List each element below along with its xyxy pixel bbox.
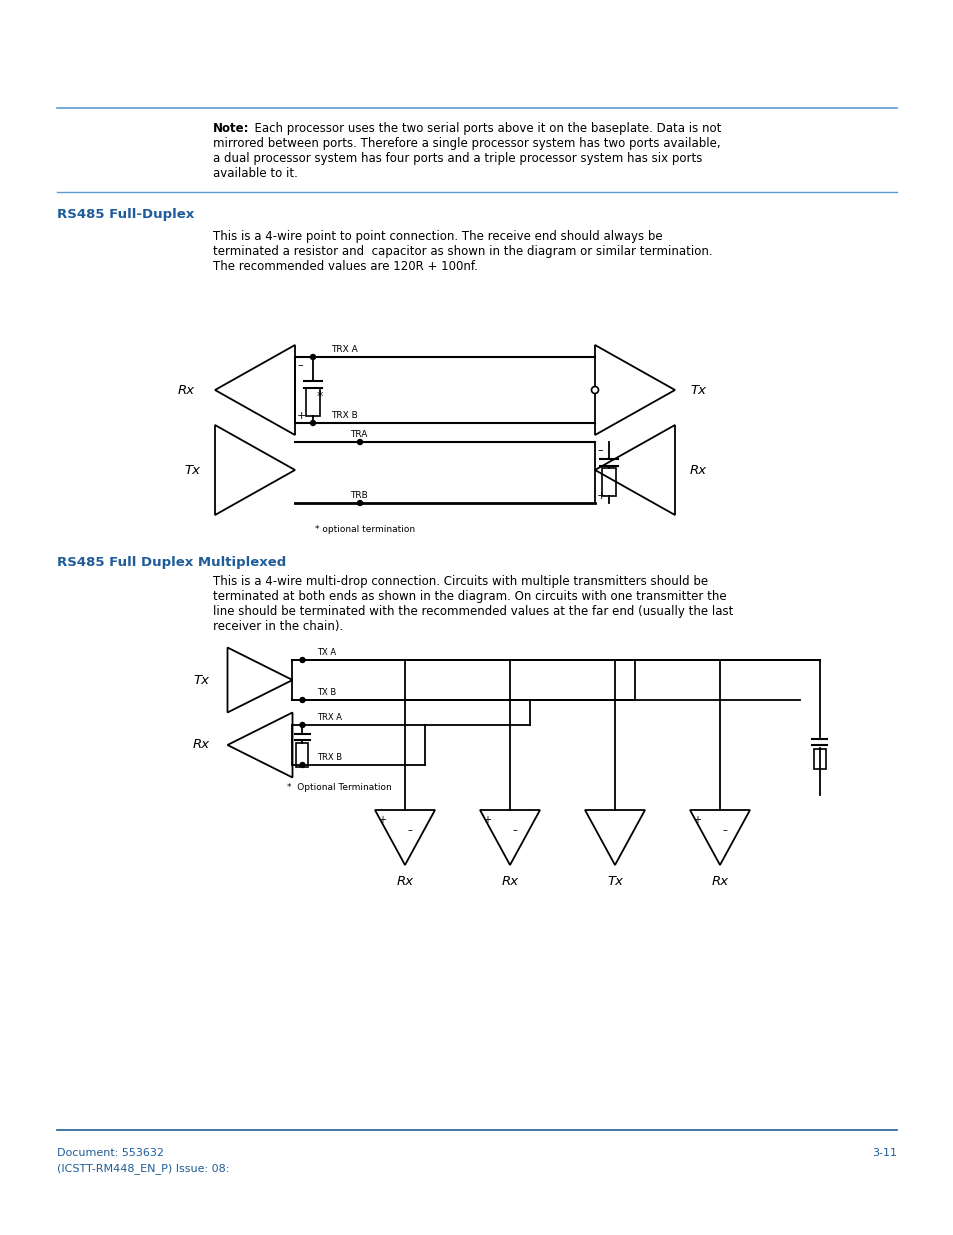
Text: This is a 4-wire multi-drop connection. Circuits with multiple transmitters shou: This is a 4-wire multi-drop connection. … [213,576,707,588]
Text: available to it.: available to it. [213,167,297,180]
Circle shape [299,698,305,703]
Text: Rx: Rx [711,876,728,888]
Text: –: – [597,445,602,454]
Text: Tx: Tx [689,384,705,396]
Text: TX A: TX A [317,648,336,657]
Text: Rx: Rx [689,463,706,477]
Circle shape [357,440,362,445]
Circle shape [299,762,305,767]
Circle shape [299,722,305,727]
Text: +: + [377,815,386,825]
Text: 3-11: 3-11 [871,1149,896,1158]
Text: mirrored between ports. Therefore a single processor system has two ports availa: mirrored between ports. Therefore a sing… [213,137,720,149]
Bar [813,748,825,769]
Text: Rx: Rx [396,876,414,888]
Text: Tx: Tx [193,673,210,687]
Text: Note:: Note: [213,122,250,135]
Text: TRB: TRB [350,492,367,500]
Text: TRA: TRA [350,430,367,438]
Text: receiver in the chain).: receiver in the chain). [213,620,343,634]
Bar [601,468,616,496]
Circle shape [299,657,305,662]
Circle shape [591,387,598,394]
Text: –: – [408,825,413,835]
Text: Document: 553632: Document: 553632 [57,1149,164,1158]
Text: terminated a resistor and  capacitor as shown in the diagram or similar terminat: terminated a resistor and capacitor as s… [213,245,712,258]
Bar [306,388,319,416]
Text: * optional termination: * optional termination [314,525,415,534]
Text: TX B: TX B [317,688,336,697]
Text: –: – [722,825,727,835]
Text: Each processor uses the two serial ports above it on the baseplate. Data is not: Each processor uses the two serial ports… [247,122,720,135]
Text: *  Optional Termination: * Optional Termination [287,783,392,792]
Circle shape [310,354,315,359]
Circle shape [310,420,315,426]
Text: TRX B: TRX B [331,411,357,420]
Text: (ICSTT-RM448_EN_P) Issue: 08:: (ICSTT-RM448_EN_P) Issue: 08: [57,1163,229,1174]
Text: –: – [296,359,302,370]
Text: line should be terminated with the recommended values at the far end (usually th: line should be terminated with the recom… [213,605,733,618]
Text: *: * [316,390,323,403]
Text: TRX A: TRX A [317,713,342,722]
Text: +: + [296,411,306,421]
Text: TRX B: TRX B [317,753,342,762]
Text: Rx: Rx [177,384,194,396]
Text: –: – [513,825,517,835]
Text: RS485 Full-Duplex: RS485 Full-Duplex [57,207,194,221]
Text: TRX A: TRX A [331,345,357,354]
Text: This is a 4-wire point to point connection. The receive end should always be: This is a 4-wire point to point connecti… [213,230,662,243]
Text: Tx: Tx [184,463,200,477]
Bar [296,743,308,767]
Text: +: + [692,815,700,825]
Text: Tx: Tx [606,876,622,888]
Text: RS485 Full Duplex Multiplexed: RS485 Full Duplex Multiplexed [57,556,286,569]
Text: a dual processor system has four ports and a triple processor system has six por: a dual processor system has four ports a… [213,152,701,165]
Text: +: + [597,492,606,501]
Text: Rx: Rx [193,739,210,752]
Text: +: + [482,815,491,825]
Circle shape [357,500,362,505]
Text: The recommended values are 120R + 100nf.: The recommended values are 120R + 100nf. [213,261,477,273]
Text: Rx: Rx [501,876,518,888]
Text: terminated at both ends as shown in the diagram. On circuits with one transmitte: terminated at both ends as shown in the … [213,590,726,603]
